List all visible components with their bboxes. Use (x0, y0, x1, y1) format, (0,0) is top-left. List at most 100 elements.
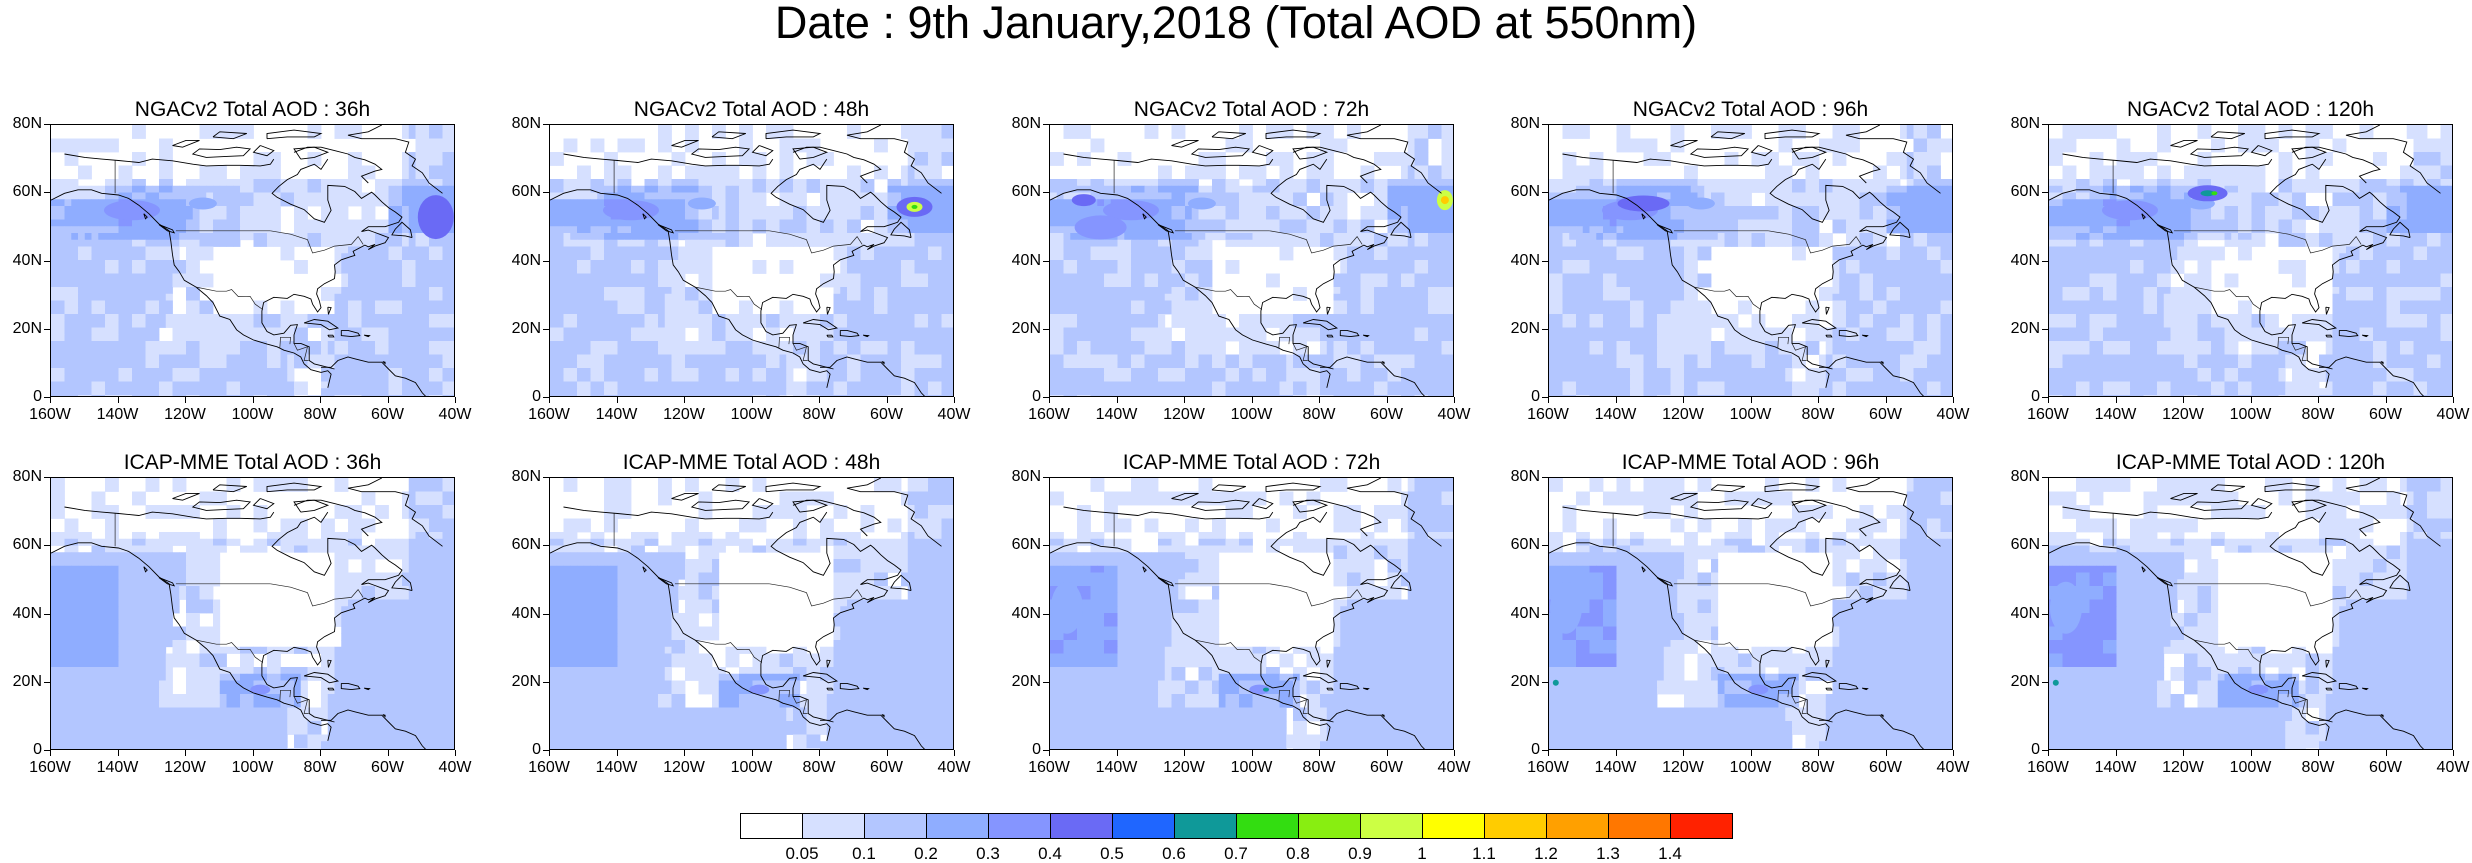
lon-tick-label: 60W (371, 407, 404, 423)
lat-tick-label: 60N (1511, 537, 1540, 553)
lon-tick-label: 80W (1802, 760, 1835, 776)
lon-tick (388, 397, 389, 403)
lat-tick-label: 20N (13, 321, 42, 337)
lat-tick-label: 60N (1012, 537, 1041, 553)
map-frame (1548, 477, 1953, 750)
aod-hotspot (603, 200, 659, 220)
lat-tick-label: 40N (1511, 606, 1540, 622)
lat-tick-label: 80N (512, 469, 541, 485)
lat-tick-label: 20N (512, 674, 541, 690)
lon-tick-label: 80W (304, 407, 337, 423)
lon-tick (887, 397, 888, 403)
lon-tick (1252, 750, 1253, 756)
lat-tick-label: 0 (532, 742, 541, 758)
lon-tick (1953, 750, 1954, 756)
colorbar-label: 1.2 (1534, 845, 1558, 862)
lon-tick-label: 80W (1303, 760, 1336, 776)
panel-title: ICAP-MME Total AOD : 96h (1548, 451, 1953, 475)
lat-tick (44, 261, 50, 262)
lat-tick (1542, 124, 1548, 125)
lon-tick-label: 60W (870, 407, 903, 423)
coastline (1327, 307, 1330, 314)
lon-tick (1751, 397, 1752, 403)
lon-tick (2116, 397, 2117, 403)
lon-tick-label: 140W (97, 407, 139, 423)
lat-tick-label: 40N (1012, 606, 1041, 622)
colorbar-swatch (1050, 813, 1113, 839)
lon-tick-label: 100W (1730, 407, 1772, 423)
lat-tick (44, 545, 50, 546)
lon-tick-label: 140W (596, 760, 638, 776)
colorbar-label: 0.7 (1224, 845, 1248, 862)
lon-tick (1117, 750, 1118, 756)
coastline (793, 147, 881, 183)
lon-tick-label: 100W (2230, 407, 2272, 423)
lon-tick (2251, 397, 2252, 403)
coastline (2326, 307, 2329, 314)
lat-tick-label: 0 (1531, 389, 1540, 405)
lat-tick (1542, 614, 1548, 615)
lon-tick (1548, 397, 1549, 403)
lon-tick (2048, 397, 2049, 403)
lat-tick (543, 261, 549, 262)
aod-hotspot (2053, 680, 2059, 686)
lat-tick (1043, 124, 1049, 125)
aod-map (1549, 125, 1953, 397)
lon-tick (118, 397, 119, 403)
lon-tick-label: 160W (2027, 407, 2069, 423)
lon-tick (1818, 397, 1819, 403)
lat-tick-label: 80N (1511, 469, 1540, 485)
colorbar-swatch (740, 813, 803, 839)
lon-tick-label: 100W (2230, 760, 2272, 776)
lat-tick (1542, 477, 1548, 478)
aod-hotspot (1687, 198, 1715, 210)
coastline (827, 307, 830, 314)
lon-tick-label: 60W (1370, 407, 1403, 423)
panel-title: NGACv2 Total AOD : 120h (2048, 98, 2453, 122)
lon-tick (1049, 750, 1050, 756)
lon-tick (1616, 397, 1617, 403)
lon-tick-label: 60W (2369, 407, 2402, 423)
colorbar-label: 0.9 (1348, 845, 1372, 862)
lat-tick (44, 124, 50, 125)
lon-tick (819, 750, 820, 756)
lon-tick-label: 60W (2369, 760, 2402, 776)
lat-tick (44, 682, 50, 683)
lon-tick (1319, 750, 1320, 756)
lon-tick (2453, 397, 2454, 403)
lon-tick-label: 40W (1438, 760, 1471, 776)
lat-tick-label: 0 (1032, 742, 1041, 758)
lat-tick-label: 80N (2011, 116, 2040, 132)
aod-hotspot (1550, 582, 1582, 634)
lat-tick (1043, 261, 1049, 262)
panel-title: NGACv2 Total AOD : 72h (1049, 98, 1454, 122)
lon-tick-label: 160W (1028, 407, 1070, 423)
colorbar-swatch (1360, 813, 1423, 839)
coastline (672, 493, 699, 500)
lat-tick (2042, 192, 2048, 193)
lat-tick (2042, 261, 2048, 262)
aod-hotspot (1075, 215, 1127, 239)
lat-tick-label: 0 (33, 742, 42, 758)
lon-tick-label: 40W (439, 760, 472, 776)
lon-tick (1886, 750, 1887, 756)
lat-tick-label: 40N (512, 253, 541, 269)
coastline (294, 500, 328, 512)
panel-title: NGACv2 Total AOD : 96h (1548, 98, 1953, 122)
lon-tick (1049, 397, 1050, 403)
lon-tick-label: 80W (803, 760, 836, 776)
aod-hotspot (1188, 198, 1216, 210)
lon-tick (2318, 397, 2319, 403)
lat-tick-label: 60N (13, 184, 42, 200)
map-frame (549, 477, 954, 750)
lat-tick-label: 0 (1032, 389, 1041, 405)
lon-tick-label: 100W (1730, 760, 1772, 776)
lat-tick (543, 192, 549, 193)
lon-tick-label: 160W (528, 407, 570, 423)
colorbar-swatch (1546, 813, 1609, 839)
lat-tick-label: 80N (13, 116, 42, 132)
lat-tick-label: 80N (1511, 116, 1540, 132)
